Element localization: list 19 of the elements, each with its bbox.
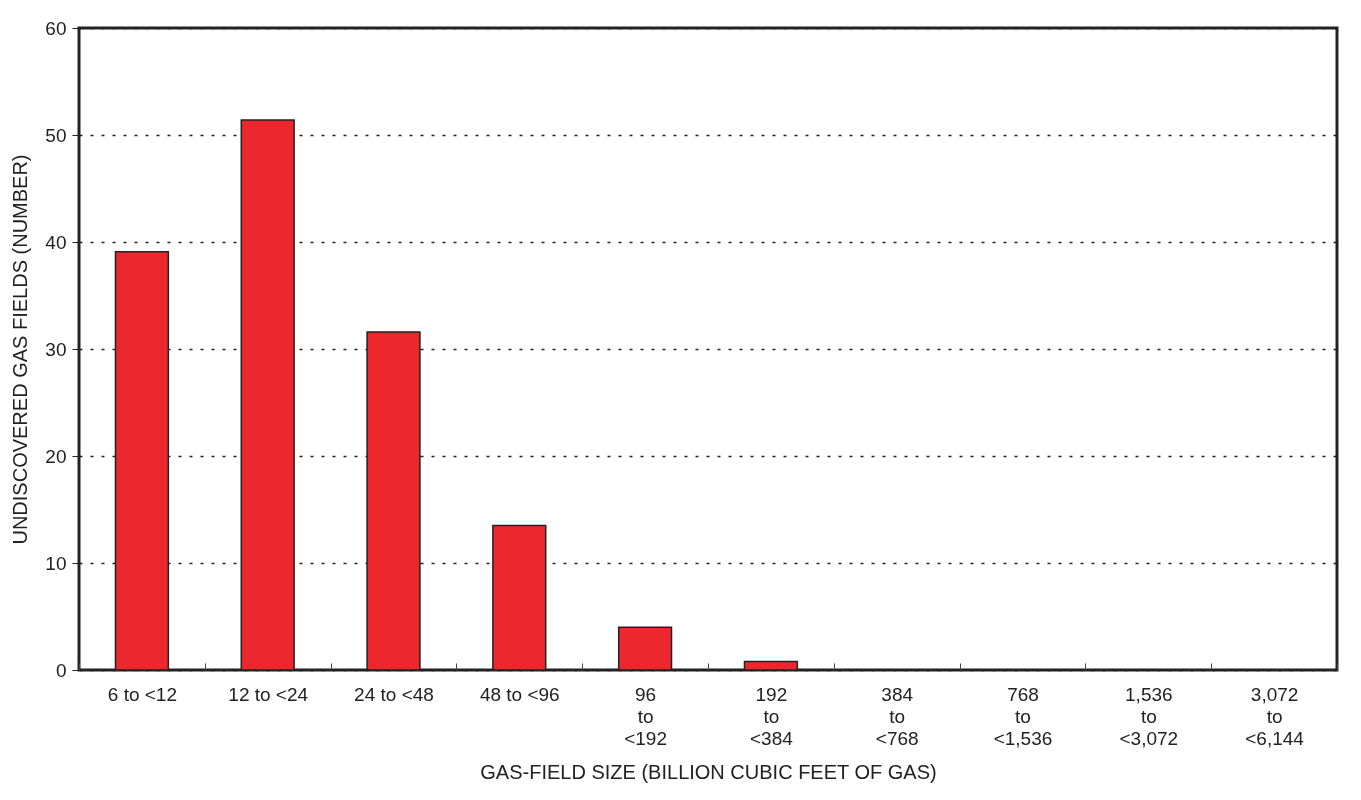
- y-tick-label: 30: [45, 338, 67, 360]
- x-tick-label: 3,072 to <6,144: [1245, 683, 1305, 749]
- y-tick-label: 50: [45, 124, 67, 146]
- x-tick-label: 1,536 to <3,072: [1119, 683, 1179, 749]
- x-tick-label: 384 to <768: [875, 683, 919, 749]
- x-tick-label: 768 to <1,536: [993, 683, 1053, 749]
- x-tick-label: 96 to <192: [624, 683, 667, 749]
- y-tick-label: 20: [45, 445, 67, 467]
- y-tick-label: 60: [45, 17, 67, 39]
- y-tick-label: 10: [45, 552, 67, 574]
- y-tick-label: 40: [45, 231, 67, 253]
- y-axis-title: UNDISCOVERED GAS FIELDS (NUMBER): [9, 154, 32, 545]
- x-tick-label: 192 to <384: [750, 683, 794, 749]
- y-tick-label: 0: [55, 659, 67, 681]
- x-tick-label: 48 to <96: [479, 683, 560, 705]
- x-tick-label: 24 to <48: [354, 683, 434, 705]
- x-axis-title: GAS-FIELD SIZE (BILLION CUBIC FEET OF GAS): [480, 760, 937, 783]
- x-tick-label: 6 to <12: [107, 683, 177, 705]
- x-tick-label: 12 to <24: [228, 683, 309, 705]
